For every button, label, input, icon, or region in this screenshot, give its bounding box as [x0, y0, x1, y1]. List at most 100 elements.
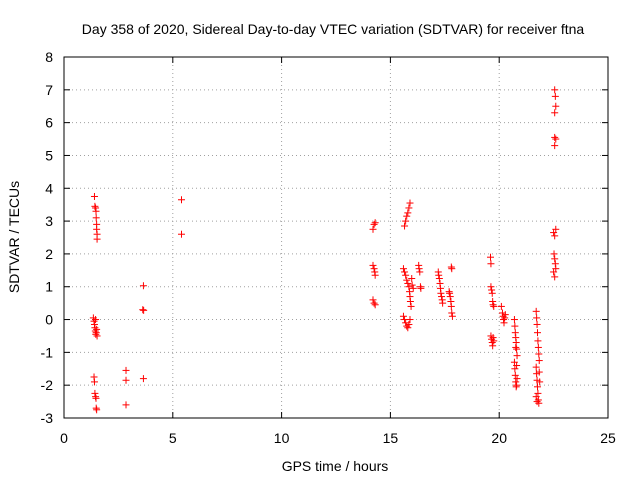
data-point — [404, 209, 412, 217]
data-point — [533, 329, 541, 337]
data-point — [416, 268, 424, 276]
data-point — [93, 235, 101, 243]
data-point — [489, 334, 497, 342]
data-point — [399, 312, 407, 320]
data-point — [532, 307, 540, 315]
y-tick-label: 7 — [45, 82, 53, 98]
data-point — [533, 398, 541, 406]
data-point — [415, 265, 423, 273]
x-tick-labels: 0 5 10 15 20 25 — [60, 430, 616, 446]
data-point — [448, 265, 456, 273]
data-point — [513, 361, 521, 369]
data-point — [550, 250, 558, 258]
data-point — [448, 312, 456, 320]
data-point — [535, 350, 543, 358]
data-point — [513, 375, 521, 383]
data-point — [551, 86, 559, 94]
x-tick-label: 10 — [274, 430, 290, 446]
chart-title: Day 358 of 2020, Sidereal Day-to-day VTE… — [82, 21, 585, 37]
data-point — [550, 268, 558, 276]
plot-area-frame — [63, 56, 609, 419]
y-tick-label: 3 — [45, 213, 53, 229]
data-point — [178, 230, 186, 238]
data-point — [122, 401, 130, 409]
data-point — [139, 282, 147, 290]
data-point — [403, 276, 411, 284]
data-point — [140, 306, 148, 314]
data-point — [406, 199, 414, 207]
data-point — [487, 260, 495, 268]
data-point — [405, 320, 413, 328]
data-point — [513, 352, 521, 360]
data-point — [438, 293, 446, 301]
data-point — [402, 271, 410, 279]
data-point — [370, 299, 378, 307]
x-tick-label: 0 — [60, 430, 68, 446]
data-point — [551, 255, 559, 263]
data-point — [369, 261, 377, 269]
y-tick-label: 4 — [45, 180, 53, 196]
data-point — [178, 196, 186, 204]
data-point — [406, 316, 414, 324]
data-point — [405, 283, 413, 291]
data-point — [533, 320, 541, 328]
data-point — [93, 406, 101, 414]
data-point — [512, 343, 520, 351]
data-point — [488, 286, 496, 294]
data-point — [511, 322, 519, 330]
data-point — [551, 142, 559, 150]
data-point — [551, 273, 559, 281]
data-point — [490, 337, 498, 345]
data-point — [139, 306, 147, 314]
data-point — [551, 109, 559, 117]
data-point — [439, 299, 447, 307]
data-point — [533, 314, 541, 322]
data-point — [91, 389, 99, 397]
data-point — [401, 268, 409, 276]
y-tick-label: 2 — [45, 246, 53, 262]
data-point — [490, 302, 498, 310]
data-point — [404, 324, 412, 332]
y-tick-label: 0 — [45, 312, 53, 328]
data-point — [401, 222, 409, 230]
data-point — [536, 378, 544, 386]
data-point — [92, 214, 100, 222]
y-tick-label: -3 — [41, 410, 54, 426]
data-point — [369, 296, 377, 304]
data-point — [534, 343, 542, 351]
y-tick-label: 6 — [45, 115, 53, 131]
data-point — [533, 383, 541, 391]
y-tick-label: 1 — [45, 279, 53, 295]
data-point — [90, 192, 98, 200]
data-point — [122, 366, 130, 374]
data-point — [93, 332, 101, 340]
data-point — [489, 301, 497, 309]
x-tick-label: 15 — [383, 430, 399, 446]
data-points — [89, 86, 560, 414]
data-point — [551, 232, 559, 240]
data-point — [409, 284, 417, 292]
data-point — [448, 309, 456, 317]
data-point — [93, 325, 101, 333]
data-point — [487, 283, 495, 291]
axis-ticks — [63, 56, 609, 419]
data-point — [513, 381, 521, 389]
data-point — [501, 311, 509, 319]
data-point — [551, 133, 559, 141]
data-point — [447, 302, 455, 310]
data-point — [486, 253, 494, 261]
grid-lines — [64, 57, 608, 418]
data-point — [139, 375, 147, 383]
x-tick-label: 5 — [169, 430, 177, 446]
data-point — [435, 275, 443, 283]
data-point — [92, 394, 100, 402]
data-point — [500, 319, 508, 327]
data-point — [497, 302, 505, 310]
y-tick-label: -1 — [41, 344, 54, 360]
data-point — [408, 281, 416, 289]
y-tick-label: 8 — [45, 49, 53, 65]
data-point — [407, 302, 415, 310]
data-point — [552, 225, 560, 233]
data-point — [488, 289, 496, 297]
